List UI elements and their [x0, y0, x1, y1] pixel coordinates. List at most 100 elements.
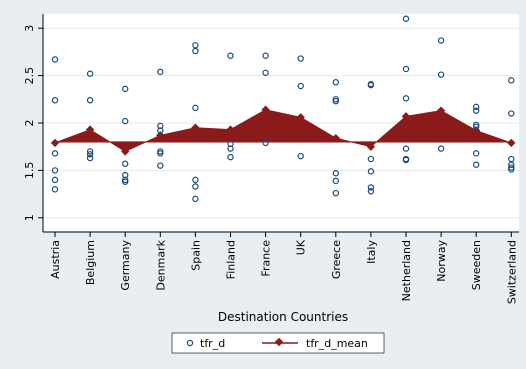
scatter-point: [121, 178, 129, 185]
scatter-point: [51, 186, 59, 193]
scatter-points-layer: [51, 15, 515, 203]
legend-label-tfr-d: tfr_d: [200, 337, 225, 350]
mean-point: [401, 112, 411, 121]
scatter-point: [192, 195, 199, 203]
scatter-point: [157, 127, 164, 134]
scatter-point: [508, 164, 515, 171]
y-tick-label: 1: [23, 214, 36, 221]
scatter-point: [332, 177, 339, 185]
x-tick-label: Greece: [330, 240, 343, 279]
mean-point: [436, 106, 446, 115]
x-tick-label: Belgium: [84, 240, 97, 285]
y-tick-label: 2.5: [23, 67, 36, 85]
y-tick-label: 1.5: [23, 162, 36, 180]
mean-point: [121, 147, 130, 156]
scatter-point: [402, 156, 410, 164]
scatter-point: [51, 167, 59, 174]
scatter-point: [297, 55, 304, 62]
scatter-point: [192, 176, 199, 184]
scatter-point: [157, 162, 164, 169]
x-tick-label: Sweeden: [470, 240, 483, 290]
scatter-point: [157, 148, 164, 155]
scatter-point: [332, 79, 339, 86]
scatter-point: [157, 68, 164, 76]
scatter-point: [86, 97, 94, 104]
scatter-point: [121, 160, 129, 167]
mean-point: [85, 125, 95, 134]
mean-point: [331, 133, 340, 143]
x-tick-label: Austria: [49, 240, 62, 279]
scatter-point: [367, 155, 375, 163]
scatter-point: [332, 170, 339, 177]
scatter-point: [86, 148, 94, 155]
scatter-point: [262, 139, 269, 147]
scatter-point: [437, 71, 445, 78]
scatter-point: [262, 52, 269, 59]
scatter-point: [402, 15, 410, 22]
scatter-point: [508, 110, 515, 117]
scatter-point: [121, 85, 129, 93]
mean-point: [261, 105, 270, 114]
scatter-point: [367, 188, 375, 195]
scatter-point: [192, 47, 199, 55]
scatter-point: [192, 183, 199, 190]
scatter-point: [86, 151, 94, 158]
scatter-point: [51, 97, 59, 104]
scatter-point: [473, 150, 480, 157]
x-tick-label: UK: [295, 239, 308, 255]
scatter-point: [402, 145, 410, 152]
scatter-point: [367, 184, 375, 191]
x-tick-label: Denmark: [154, 239, 167, 290]
scatter-point: [192, 104, 199, 112]
scatter-point: [473, 107, 480, 114]
scatter-point: [437, 145, 445, 152]
scatter-point: [367, 168, 375, 175]
scatter-point: [297, 152, 304, 160]
y-tick-label: 3: [23, 25, 36, 32]
mean-point: [296, 113, 305, 122]
mean-point: [226, 125, 235, 134]
scatter-point: [473, 121, 480, 129]
y-tick-label: 2: [23, 120, 36, 127]
scatter-point: [121, 176, 129, 184]
mean-point: [191, 123, 200, 132]
scatter-point: [262, 69, 269, 76]
scatter-point: [367, 81, 375, 89]
scatter-point: [227, 145, 234, 152]
scatter-point: [51, 176, 59, 184]
x-tick-label: Finland: [225, 240, 238, 279]
x-tick-label: Switzerland: [505, 240, 518, 304]
scatter-point: [508, 77, 515, 84]
scatter-point: [86, 154, 94, 162]
legend-marker-tfr-d: [186, 339, 194, 347]
scatter-point: [121, 117, 129, 125]
mean-area-layer: [50, 105, 516, 156]
x-tick-label: Spain: [189, 240, 202, 271]
x-axis-title: Destination Countries: [218, 310, 348, 324]
scatter-point: [402, 95, 410, 102]
scatter-point: [332, 189, 339, 197]
y-axis-ticks: 1 1.5 2 2.5 3: [23, 25, 43, 221]
x-tick-label: Norway: [435, 240, 448, 282]
scatter-point: [227, 153, 234, 161]
scatter-point: [332, 97, 339, 105]
scatter-point: [473, 123, 480, 130]
scatter-point: [157, 150, 164, 157]
x-tick-label: France: [260, 240, 273, 277]
scatter-point: [297, 82, 304, 90]
mean-point: [50, 138, 60, 148]
mean-point: [366, 142, 376, 151]
x-tick-label: Italy: [365, 240, 378, 264]
scatter-point: [332, 96, 339, 103]
scatter-point: [473, 103, 480, 111]
scatter-point: [437, 37, 445, 44]
legend: tfr_d tfr_d_mean: [171, 332, 385, 354]
scatter-point: [402, 65, 410, 73]
x-axis-ticks: Austria Belgium Germany Denmark Spain Finland…: [49, 232, 518, 304]
scatter-point: [227, 52, 234, 59]
scatter-point: [51, 150, 59, 157]
x-tick-label: Netherland: [400, 240, 413, 301]
scatter-point: [508, 166, 515, 173]
legend-marker-tfr-d-mean: [274, 337, 284, 347]
